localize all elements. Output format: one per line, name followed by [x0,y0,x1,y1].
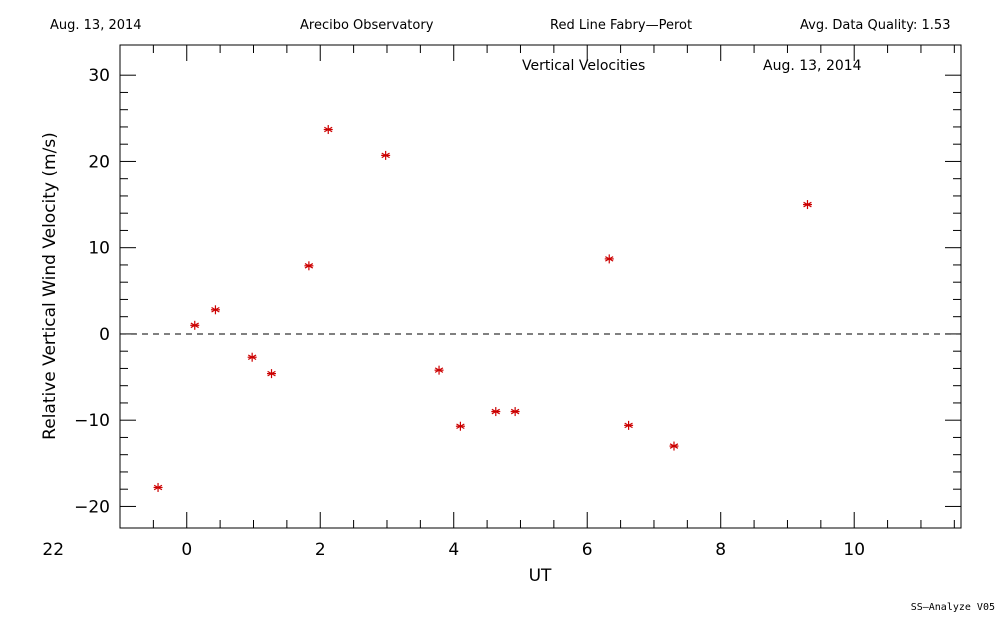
software-version: SS—Analyze V05 [910,602,995,613]
axis-ticks [119,45,961,528]
data-point [510,407,520,417]
header-quality: Avg. Data Quality: 1.53 [800,18,951,33]
y-axis-label: Relative Vertical Wind Velocity (m/s) [40,132,60,440]
y-tick-label: −20 [74,497,110,517]
chart-subtitle: Aug. 13, 2014 [763,58,862,74]
data-point [153,482,163,492]
y-tick-label: 20 [88,152,110,172]
y-tick-label: 30 [88,66,110,86]
header-date: Aug. 13, 2014 [50,18,142,33]
data-point [434,365,444,375]
data-point [304,261,314,271]
axis-tick-labels: 30 20 10 0 −10 −20 22 0 2 4 6 8 10 [42,66,865,560]
x-tick-label: 0 [181,540,192,560]
data-point [802,200,812,210]
data-point [190,320,200,330]
x-tick-label: 8 [715,540,726,560]
data-point [669,441,679,451]
data-point [210,305,220,315]
x-tick-label: 22 [42,540,64,560]
x-tick-label: 10 [843,540,865,560]
y-tick-label: 10 [88,239,110,259]
x-tick-label: 4 [448,540,459,560]
header-site: Arecibo Observatory [300,18,434,33]
y-tick-label: 0 [99,325,110,345]
x-tick-label: 2 [315,540,326,560]
header-instrument: Red Line Fabry—Perot [550,18,693,33]
plot-frame [119,44,962,529]
x-axis-label: UT [529,566,552,586]
data-point [267,369,277,379]
y-tick-label: −10 [74,411,110,431]
data-point [624,420,634,430]
data-point [323,125,333,135]
x-tick-label: 6 [582,540,593,560]
data-point [604,254,614,264]
data-points [153,125,812,492]
data-point [247,352,257,362]
data-point [491,407,501,417]
chart-title: Vertical Velocities [522,58,645,74]
data-point [455,421,465,431]
data-point [381,150,391,160]
